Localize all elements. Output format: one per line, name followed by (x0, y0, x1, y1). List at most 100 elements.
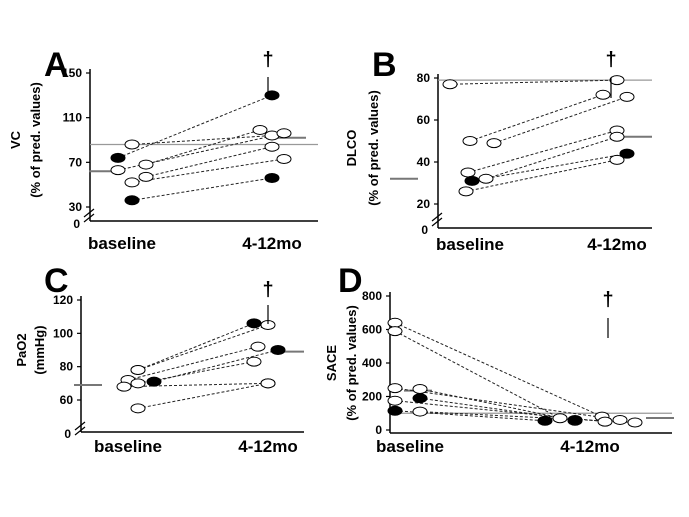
panel-a-pair-line (131, 135, 273, 145)
panel-a-letter: A (44, 46, 69, 84)
panel-b-followup-point (609, 154, 625, 165)
panel-a-followup-point (252, 124, 268, 135)
panel-a-pair-line (131, 177, 273, 201)
panel-a-baseline-point (138, 171, 154, 182)
panel-d-y-tick-label: 800 (362, 289, 382, 303)
panel-d-pair-line (419, 388, 576, 422)
panel-c-pair-line (137, 322, 255, 371)
panel-b-pair-line (493, 96, 628, 144)
panel-b-baseline-point (458, 186, 474, 197)
panel-d-followup-point (612, 414, 628, 425)
panel-b-y-axis-label: DLCO (344, 130, 359, 167)
panel-b-pair-line (485, 136, 618, 180)
panel-b-followup-point (595, 89, 611, 100)
panel-c-pair-line (137, 382, 269, 409)
panel-b-category-label: baseline (436, 235, 504, 254)
panel-c-baseline-point (116, 381, 132, 392)
panel-b-followup-point (609, 75, 625, 86)
panel-b-category-label: 4-12mo (587, 235, 647, 254)
panel-a-y-tick-label: 150 (62, 66, 82, 80)
panel-c-zero-label: 0 (64, 427, 71, 441)
panel-c-significance-marker: † (262, 279, 273, 301)
panel-d-baseline-point (412, 383, 428, 394)
panel-c-baseline-point (130, 403, 146, 414)
panel-d-category-label: 4-12mo (560, 437, 620, 456)
panel-a-baseline-point (124, 139, 140, 150)
panel-c-letter: C (44, 262, 69, 300)
panel-d-followup-point (567, 414, 583, 425)
panel-c-y-tick-label: 60 (60, 393, 74, 407)
panel-c-baseline-point (130, 378, 146, 389)
panel-a-axis-break-mark (83, 213, 95, 223)
panel-c-pair-line (127, 346, 259, 381)
panel-b-pair-line (465, 159, 618, 192)
panel-d-pair-line (419, 411, 636, 423)
panel-c-baseline-point (130, 365, 146, 375)
panel-b-followup-point (619, 148, 635, 159)
panel-c-pair-line (137, 324, 269, 371)
panel-b-y-tick-label: 60 (417, 113, 431, 127)
panel-a-pair-line (145, 146, 273, 178)
panel-d-pair-line (394, 387, 621, 421)
panel-c-followup-point (270, 345, 286, 355)
panel-b-baseline-point (478, 173, 494, 184)
panel-b-followup-point (619, 91, 635, 102)
panel-c-pair-line (123, 382, 269, 388)
panel-c-category-label: baseline (94, 437, 162, 456)
panel-b-significance-marker: † (605, 49, 616, 71)
panel-d-pair-line (394, 322, 603, 418)
panel-c-y-tick-label: 120 (53, 293, 73, 307)
panel-a-followup-point (264, 172, 280, 183)
panel-b-zero-label: 0 (421, 223, 428, 237)
panel-a-baseline-point (110, 152, 126, 163)
panel-a-pair-line (117, 132, 285, 171)
panel-d-baseline-point (387, 405, 403, 416)
panel-b-baseline-point (442, 79, 458, 90)
panel-d-pair-line (394, 330, 561, 419)
panel-b-baseline-point (464, 175, 480, 186)
panel-d-baseline-point (412, 393, 428, 404)
panel-a-baseline-point (124, 177, 140, 188)
panel-c-y-tick-label: 100 (53, 326, 73, 340)
panel-d-category-label: baseline (376, 437, 444, 456)
panel-d-significance-marker: † (602, 289, 613, 311)
panel-a-y-tick-label: 30 (69, 200, 83, 214)
panel-a-baseline-point (138, 159, 154, 170)
panel-c-baseline-point (146, 376, 162, 387)
panel-b-baseline-point (486, 138, 502, 149)
panel-a-category-label: baseline (88, 234, 156, 253)
panel-d-pair-line (419, 397, 576, 421)
panel-d-y-axis-label-unit: (% of pred. values) (344, 305, 359, 421)
panel-a-axis-break-mark (83, 208, 95, 218)
panel-d-baseline-point (387, 317, 403, 328)
panel-d-baseline-point (412, 406, 428, 417)
panel-b-pair-line (471, 153, 628, 182)
panel-d-baseline-point (387, 326, 403, 337)
panel-a-significance-marker: † (262, 49, 273, 71)
panel-a-zero-label: 0 (73, 217, 80, 231)
panel-d-followup-point (537, 415, 553, 426)
panel-a-followup-point (264, 90, 280, 101)
panel-d-y-tick-label: 400 (362, 356, 382, 370)
panel-b-y-axis-label-unit: (% of pred. values) (366, 90, 381, 206)
panel-b-letter: B (372, 46, 397, 84)
panel-a-y-axis-label: VC (8, 130, 23, 149)
panel-b-pair-line (449, 79, 618, 85)
panel-d-baseline-point (387, 383, 403, 394)
panel-b-y-tick-label: 80 (417, 71, 431, 85)
panel-a-baseline-point (124, 195, 140, 206)
panel-b-y-tick-label: 40 (417, 155, 431, 169)
panel-d-followup-point (627, 417, 643, 428)
panel-c-axis-break-mark (74, 421, 86, 431)
panel-a-pair-line (117, 94, 273, 159)
panel-b-pair-line (467, 130, 618, 173)
panel-b-followup-point (609, 131, 625, 142)
panel-a-pair-line (145, 129, 261, 166)
panel-a-followup-point (264, 141, 280, 152)
panel-b-axis-break-mark (431, 217, 443, 227)
panel-b-baseline-point (462, 136, 478, 146)
panel-d-y-tick-label: 200 (362, 390, 382, 404)
panel-c-axis-break-mark (74, 426, 86, 436)
panel-a-y-tick-label: 70 (69, 155, 83, 169)
